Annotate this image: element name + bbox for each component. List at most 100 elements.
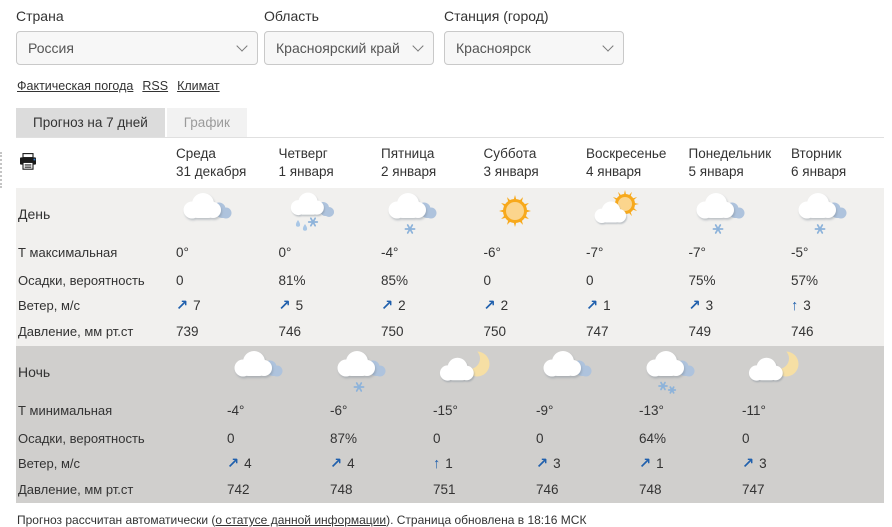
wind-direction-icon: ↑ [433, 455, 441, 472]
wind-value: ↗ 4 [227, 455, 252, 472]
printer-icon [19, 153, 37, 173]
tab-chart[interactable]: График [166, 108, 247, 137]
country-filter: Страна Россия [16, 8, 258, 65]
precip-value: 64% [639, 430, 667, 446]
pressure-value: 746 [278, 323, 302, 339]
chevron-down-icon [602, 40, 614, 52]
row-label-pressure: Давление, мм рт.ст [18, 481, 134, 497]
wind-value: ↗ 2 [483, 297, 509, 314]
pressure-value: 750 [381, 323, 404, 339]
moon-cloud-icon [435, 348, 493, 394]
country-label: Страна [16, 8, 64, 24]
row-label-tmin: Т минимальная [18, 403, 113, 418]
region-select[interactable]: Красноярский край [264, 31, 434, 65]
night-section: Ночь Т минимальная -4° -6° -15° -9° -13°… [16, 346, 884, 503]
left-edge-dots [0, 152, 2, 188]
night-pressure-row: Давление, мм рт.ст 742 748 751 746 748 7… [16, 476, 884, 502]
region-select-value: Красноярский край [276, 40, 400, 56]
tmax-value: -6° [483, 245, 501, 260]
pressure-value: 739 [176, 323, 199, 339]
station-select-value: Красноярск [456, 40, 531, 56]
cloudy-icon [229, 348, 287, 394]
day-icons-row: День [16, 188, 884, 238]
precip-value: 0 [176, 272, 184, 288]
wind-value: ↗ 3 [536, 455, 561, 472]
precip-value: 57% [791, 272, 819, 288]
tmax-value: 0° [176, 245, 189, 260]
day-section: День Т максимальная 0° 0° -4° -6° -7° -7… [16, 188, 884, 346]
tmax-value: -7° [688, 245, 706, 260]
tmax-row: Т максимальная 0° 0° -4° -6° -7° -7° -5° [16, 238, 884, 267]
wind-value: ↑ 1 [433, 455, 453, 472]
row-label-tmax: Т максимальная [18, 245, 118, 260]
wind-direction-icon: ↑ [791, 297, 799, 314]
wind-value: ↗ 1 [639, 455, 664, 472]
tmin-value: -4° [227, 403, 245, 418]
day-column-header: Четверг 1 января [278, 145, 334, 179]
station-label: Станция (город) [444, 8, 549, 24]
tab-forecast-7-days[interactable]: Прогноз на 7 дней [16, 108, 165, 137]
pressure-value: 749 [688, 323, 712, 339]
pressure-value: 746 [791, 323, 814, 339]
precip-value: 0 [227, 430, 235, 446]
day-column-header: Воскресенье 4 января [586, 145, 667, 179]
day-wind-row: Ветер, м/с ↗ 7 ↗ 5 ↗ 2 ↗ 2 ↗ 1 ↗ 3 ↑ 3 [16, 293, 884, 318]
print-button[interactable] [19, 153, 37, 173]
precip-value: 87% [330, 430, 358, 446]
wind-direction-icon: ↗ [742, 455, 755, 472]
tmax-value: 0° [278, 245, 292, 260]
wind-value: ↗ 7 [176, 297, 201, 314]
tmin-value: -11° [742, 403, 766, 418]
cloudy-icon [178, 190, 236, 236]
wind-direction-icon: ↗ [639, 455, 652, 472]
tmin-row: Т минимальная -4° -6° -15° -9° -13° -11° [16, 396, 884, 425]
day-column-header: Пятница 2 января [381, 145, 437, 179]
tmin-value: -13° [639, 403, 664, 418]
station-select[interactable]: Красноярск [444, 31, 624, 65]
rss-link[interactable]: RSS [142, 79, 169, 93]
pressure-value: 747 [586, 323, 609, 339]
view-tabs: Прогноз на 7 дней График [16, 108, 884, 138]
pressure-value: 750 [483, 323, 507, 339]
wind-value: ↗ 5 [278, 297, 304, 314]
wind-value: ↗ 3 [742, 455, 767, 472]
snow-icon [691, 190, 749, 236]
day-column-header: Суббота 3 января [483, 145, 539, 179]
row-label-wind: Ветер, м/с [18, 298, 81, 313]
tmax-value: -5° [791, 245, 809, 260]
wind-value: ↗ 3 [688, 297, 714, 314]
row-label-precip: Осадки, вероятность [18, 430, 145, 446]
footer-text: ). Страница обновлена в 18:16 МСК [386, 513, 587, 527]
precip-value: 0 [586, 272, 594, 288]
snow-icon [793, 190, 851, 236]
day-column-header: Среда 31 декабря [176, 145, 247, 179]
night-precip-row: Осадки, вероятность 0 87% 0 0 64% 0 [16, 425, 884, 451]
sun-cloud-icon [588, 190, 646, 236]
row-label-precip: Осадки, вероятность [18, 272, 145, 288]
day-section-label: День [18, 205, 51, 222]
pressure-value: 747 [742, 481, 765, 497]
country-select[interactable]: Россия [16, 31, 258, 65]
pressure-value: 751 [433, 481, 456, 497]
chevron-down-icon [236, 40, 248, 52]
tmin-value: -6° [330, 403, 348, 418]
wind-value: ↑ 3 [791, 297, 811, 314]
actual-weather-link[interactable]: Фактическая погода [17, 79, 134, 93]
forecast-header-row: Среда 31 декабря Четверг 1 января Пятница 2… [16, 138, 884, 188]
pressure-value: 748 [639, 481, 662, 497]
snow-icon [383, 190, 441, 236]
wind-direction-icon: ↗ [330, 455, 343, 472]
wind-direction-icon: ↗ [278, 297, 291, 314]
chevron-down-icon [412, 40, 424, 52]
day-precip-row: Осадки, вероятность 0 81% 85% 0 0 75% 57… [16, 267, 884, 293]
rain-snow-icon [281, 190, 339, 236]
snow-icon [332, 348, 390, 394]
row-label-pressure: Давление, мм рт.ст [18, 323, 134, 339]
tmin-value: -15° [433, 403, 458, 418]
info-status-link[interactable]: о статусе данной информации [215, 513, 387, 527]
region-filter: Область Красноярский край [264, 8, 434, 65]
climate-link[interactable]: Климат [177, 79, 220, 93]
night-icons-row: Ночь [16, 346, 884, 396]
wind-direction-icon: ↗ [483, 297, 496, 314]
pressure-value: 742 [227, 481, 250, 497]
